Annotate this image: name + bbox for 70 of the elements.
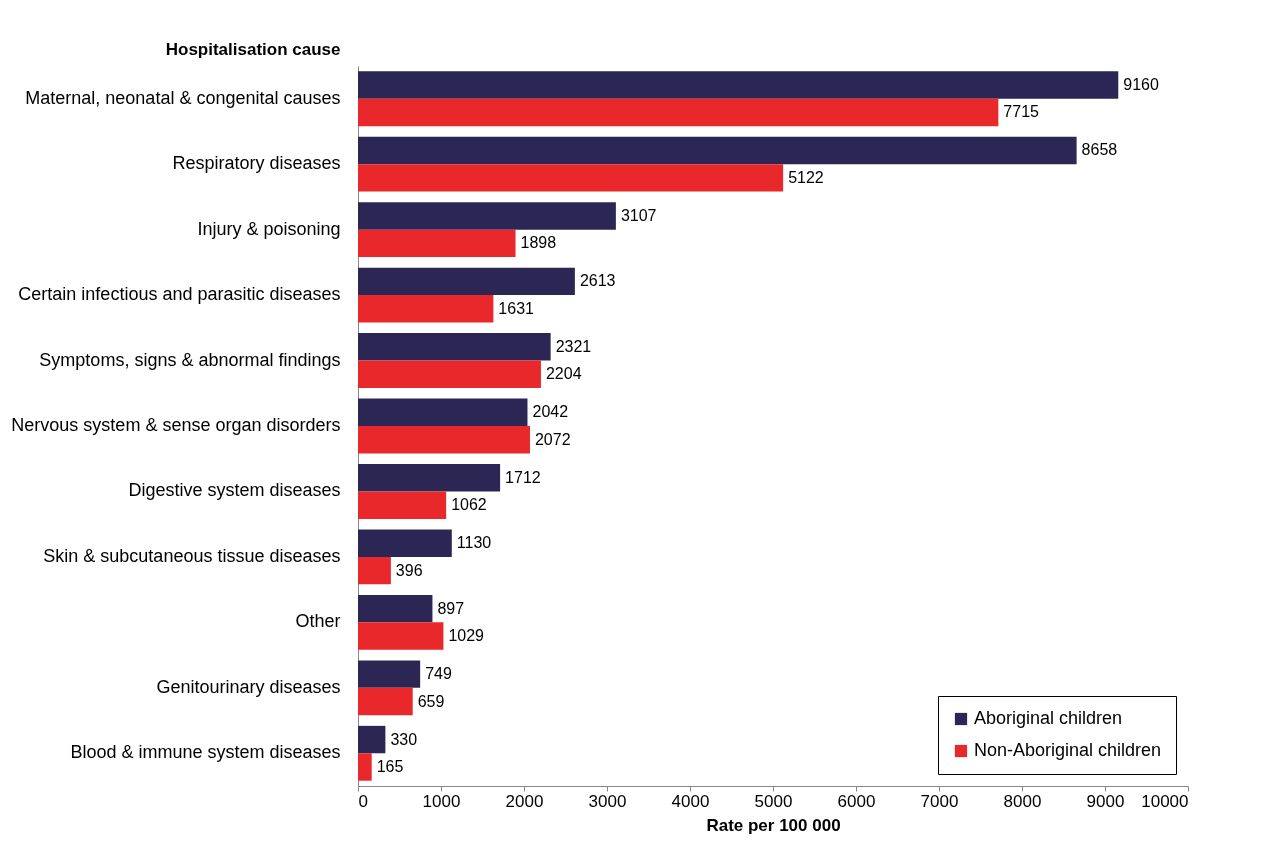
- data-label: 2613: [579, 272, 616, 290]
- data-label: 1898: [520, 234, 557, 252]
- bar: [358, 267, 575, 296]
- x-tick-label: 6000: [837, 791, 876, 811]
- x-tick-label: 4000: [671, 791, 710, 811]
- data-label: 9160: [1123, 76, 1159, 94]
- bar: [358, 491, 447, 519]
- bar: [358, 164, 784, 192]
- bar: [358, 687, 413, 716]
- data-label: 659: [417, 692, 445, 710]
- data-label: 2204: [545, 365, 582, 383]
- bar: [358, 426, 530, 454]
- bar: [358, 295, 494, 323]
- bar: [358, 136, 1077, 165]
- bar: [358, 529, 452, 557]
- data-label: 1062: [451, 496, 487, 514]
- y-tick-label: Skin & subcutaneous tissue diseases: [43, 545, 341, 566]
- legend-label: Non-Aboriginal children: [974, 740, 1162, 760]
- y-tick-label: Injury & poisoning: [197, 218, 341, 239]
- y-tick-label: Blood & immune system diseases: [70, 742, 341, 763]
- y-tick-label: Certain infectious and parasitic diseases: [18, 284, 341, 305]
- data-label: 7715: [1003, 103, 1040, 121]
- bar: [358, 594, 433, 623]
- data-label: 396: [395, 561, 423, 579]
- data-label: 2072: [534, 430, 571, 448]
- bar: [358, 398, 528, 426]
- bar: [358, 360, 541, 388]
- data-label: 165: [376, 757, 404, 775]
- bar: [358, 753, 372, 781]
- x-tick-label: 9000: [1086, 791, 1125, 811]
- x-axis-title: Rate per 100 000: [706, 815, 841, 835]
- y-axis-title: Hospitalisation cause: [165, 39, 341, 59]
- x-tick-label: 2000: [505, 791, 544, 811]
- x-tick-label: 10000: [1141, 791, 1189, 811]
- bar: [358, 202, 616, 230]
- y-tick-label: Respiratory diseases: [172, 153, 341, 174]
- y-tick-label: Nervous system & sense organ disorders: [11, 415, 341, 435]
- data-label: 1712: [505, 468, 541, 486]
- data-label: 5122: [788, 168, 824, 186]
- x-tick-label: 3000: [588, 791, 627, 811]
- y-tick-label: Maternal, neonatal & congenital causes: [25, 87, 341, 108]
- data-label: 8658: [1081, 141, 1118, 159]
- x-tick-label: 0: [358, 791, 368, 811]
- y-tick-label: Symptoms, signs & abnormal findings: [39, 349, 341, 370]
- x-tick-label: 5000: [754, 791, 793, 811]
- bar: [358, 622, 444, 650]
- x-tick-label: 1000: [422, 791, 461, 811]
- y-tick-label: Digestive system diseases: [128, 480, 341, 501]
- bar: [358, 725, 386, 754]
- data-label: 749: [425, 665, 452, 683]
- bar: [358, 660, 421, 688]
- y-tick-label: Other: [295, 611, 341, 632]
- bar: [358, 71, 1119, 99]
- legend-label: Aboriginal children: [974, 708, 1123, 728]
- bar: [358, 98, 999, 127]
- data-label: 330: [390, 730, 418, 748]
- data-label: 1631: [498, 299, 535, 317]
- bar: [358, 333, 551, 361]
- data-label: 1130: [456, 534, 492, 552]
- bar: [358, 464, 501, 492]
- x-tick-label: 7000: [920, 791, 959, 811]
- data-label: 2321: [555, 337, 592, 355]
- bar: [358, 229, 516, 258]
- x-tick-label: 8000: [1003, 791, 1042, 811]
- y-tick-label: Genitourinary diseases: [156, 676, 341, 697]
- data-label: 3107: [620, 206, 657, 224]
- data-label: 2042: [532, 403, 569, 421]
- data-label: 1029: [448, 627, 485, 645]
- bar: [358, 556, 391, 585]
- data-label: 897: [437, 599, 465, 617]
